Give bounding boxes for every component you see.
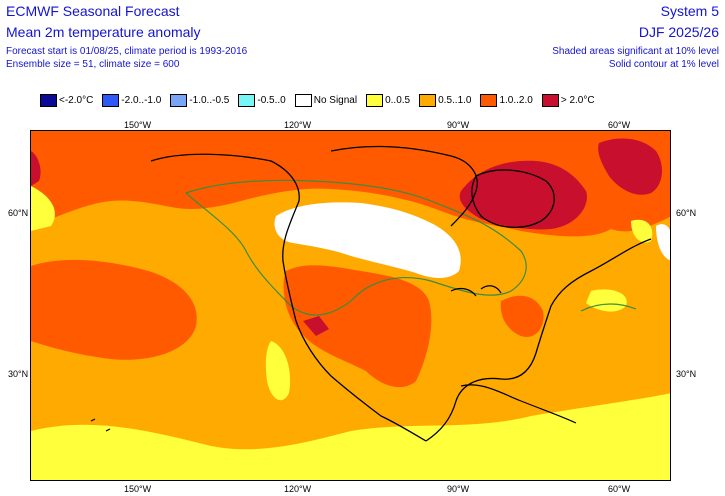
legend-swatch xyxy=(238,93,256,107)
legend-label: -2.0..-1.0 xyxy=(121,94,162,106)
shade-gt-2.0-west-edge xyxy=(31,151,41,186)
hawaii-islands xyxy=(90,418,111,432)
legend-item: 0.5..1.0 xyxy=(419,93,472,107)
lon-tick-bottom: 120°W xyxy=(284,484,312,494)
legend-swatch xyxy=(366,93,384,107)
shade-0-0.5-nw xyxy=(31,186,55,231)
significance-contour xyxy=(184,179,527,316)
significance-text: Shaded areas significant at 10% level xyxy=(552,46,719,57)
shade-no-signal xyxy=(274,202,461,278)
lat-tick-left: 60°N xyxy=(8,208,29,218)
season-label: DJF 2025/26 xyxy=(638,24,719,40)
legend-item: 1.0..2.0 xyxy=(480,93,533,107)
lon-tick-bottom: 90°W xyxy=(447,484,470,494)
shade-0-0.5-south xyxy=(31,393,670,480)
lon-tick-bottom: 60°W xyxy=(608,484,631,494)
system-label: System 5 xyxy=(660,3,719,19)
legend-label: 0.5..1.0 xyxy=(438,94,472,106)
legend-item: 0..0.5 xyxy=(366,93,411,107)
legend-item: > 2.0°C xyxy=(541,93,595,107)
legend-swatch xyxy=(480,93,498,107)
legend-label: -1.0..-0.5 xyxy=(189,94,230,106)
lon-tick-top: 120°W xyxy=(284,120,312,130)
legend-item: -0.5..0 xyxy=(238,93,286,107)
legend-swatch xyxy=(102,93,120,107)
legend-item: -1.0..-0.5 xyxy=(170,93,230,107)
coastline-caribbean xyxy=(460,384,577,424)
map-svg xyxy=(31,131,670,480)
lon-tick-top: 150°W xyxy=(124,120,152,130)
legend-item: -2.0..-1.0 xyxy=(102,93,162,107)
contour-text: Solid contour at 1% level xyxy=(608,59,719,70)
lon-tick-top: 90°W xyxy=(447,120,470,130)
legend-label: <-2.0°C xyxy=(59,94,94,106)
lon-tick-top: 60°W xyxy=(608,120,631,130)
lat-tick-right: 30°N xyxy=(676,369,697,379)
lon-tick-bottom: 150°W xyxy=(124,484,152,494)
legend-item: No Signal xyxy=(294,93,358,107)
legend-swatch xyxy=(40,93,57,107)
lat-tick-left: 30°N xyxy=(8,369,29,379)
significance-contour-east xyxy=(580,303,637,312)
shade-gt-2.0-southwest xyxy=(303,316,329,336)
legend-swatch xyxy=(419,93,437,107)
legend-label: No Signal xyxy=(313,94,358,106)
coastline-hudson-bay xyxy=(471,169,555,228)
coastline-arctic xyxy=(330,145,478,227)
legend-swatch xyxy=(541,93,559,107)
legend-label: 0..0.5 xyxy=(385,94,411,106)
shade-0-0.5-baja xyxy=(265,341,291,401)
legend-item: <-2.0°C xyxy=(40,93,94,107)
lat-tick-right: 60°N xyxy=(676,208,697,218)
shade-1.0-2.0-southwest xyxy=(283,265,432,388)
variable-subtitle: Mean 2m temperature anomaly xyxy=(6,24,201,40)
legend-swatch xyxy=(294,93,312,107)
coastline-west xyxy=(150,153,427,442)
shade-gt-2.0-labrador xyxy=(598,138,663,195)
shade-1.0-2.0-east xyxy=(500,295,544,337)
shade-0-0.5-quebec xyxy=(631,219,653,243)
anomaly-map xyxy=(30,130,671,481)
color-legend: <-2.0°C -2.0..-1.0 -1.0..-0.5 -0.5..0 No… xyxy=(40,93,604,107)
legend-swatch xyxy=(170,93,188,107)
legend-label: -0.5..0 xyxy=(257,94,286,106)
shade-gt-2.0-hudson xyxy=(459,160,587,230)
shade-1.0-2.0-pacific xyxy=(31,259,197,360)
coastline-east xyxy=(425,238,652,442)
legend-label: 1.0..2.0 xyxy=(499,94,533,106)
forecast-title: ECMWF Seasonal Forecast xyxy=(6,3,180,19)
forecast-start-text: Forecast start is 01/08/25, climate peri… xyxy=(6,46,248,57)
shade-no-signal-east xyxy=(656,224,670,261)
great-lakes xyxy=(450,285,502,297)
legend-label: > 2.0°C xyxy=(560,94,595,106)
ensemble-size-text: Ensemble size = 51, climate size = 600 xyxy=(6,59,180,70)
